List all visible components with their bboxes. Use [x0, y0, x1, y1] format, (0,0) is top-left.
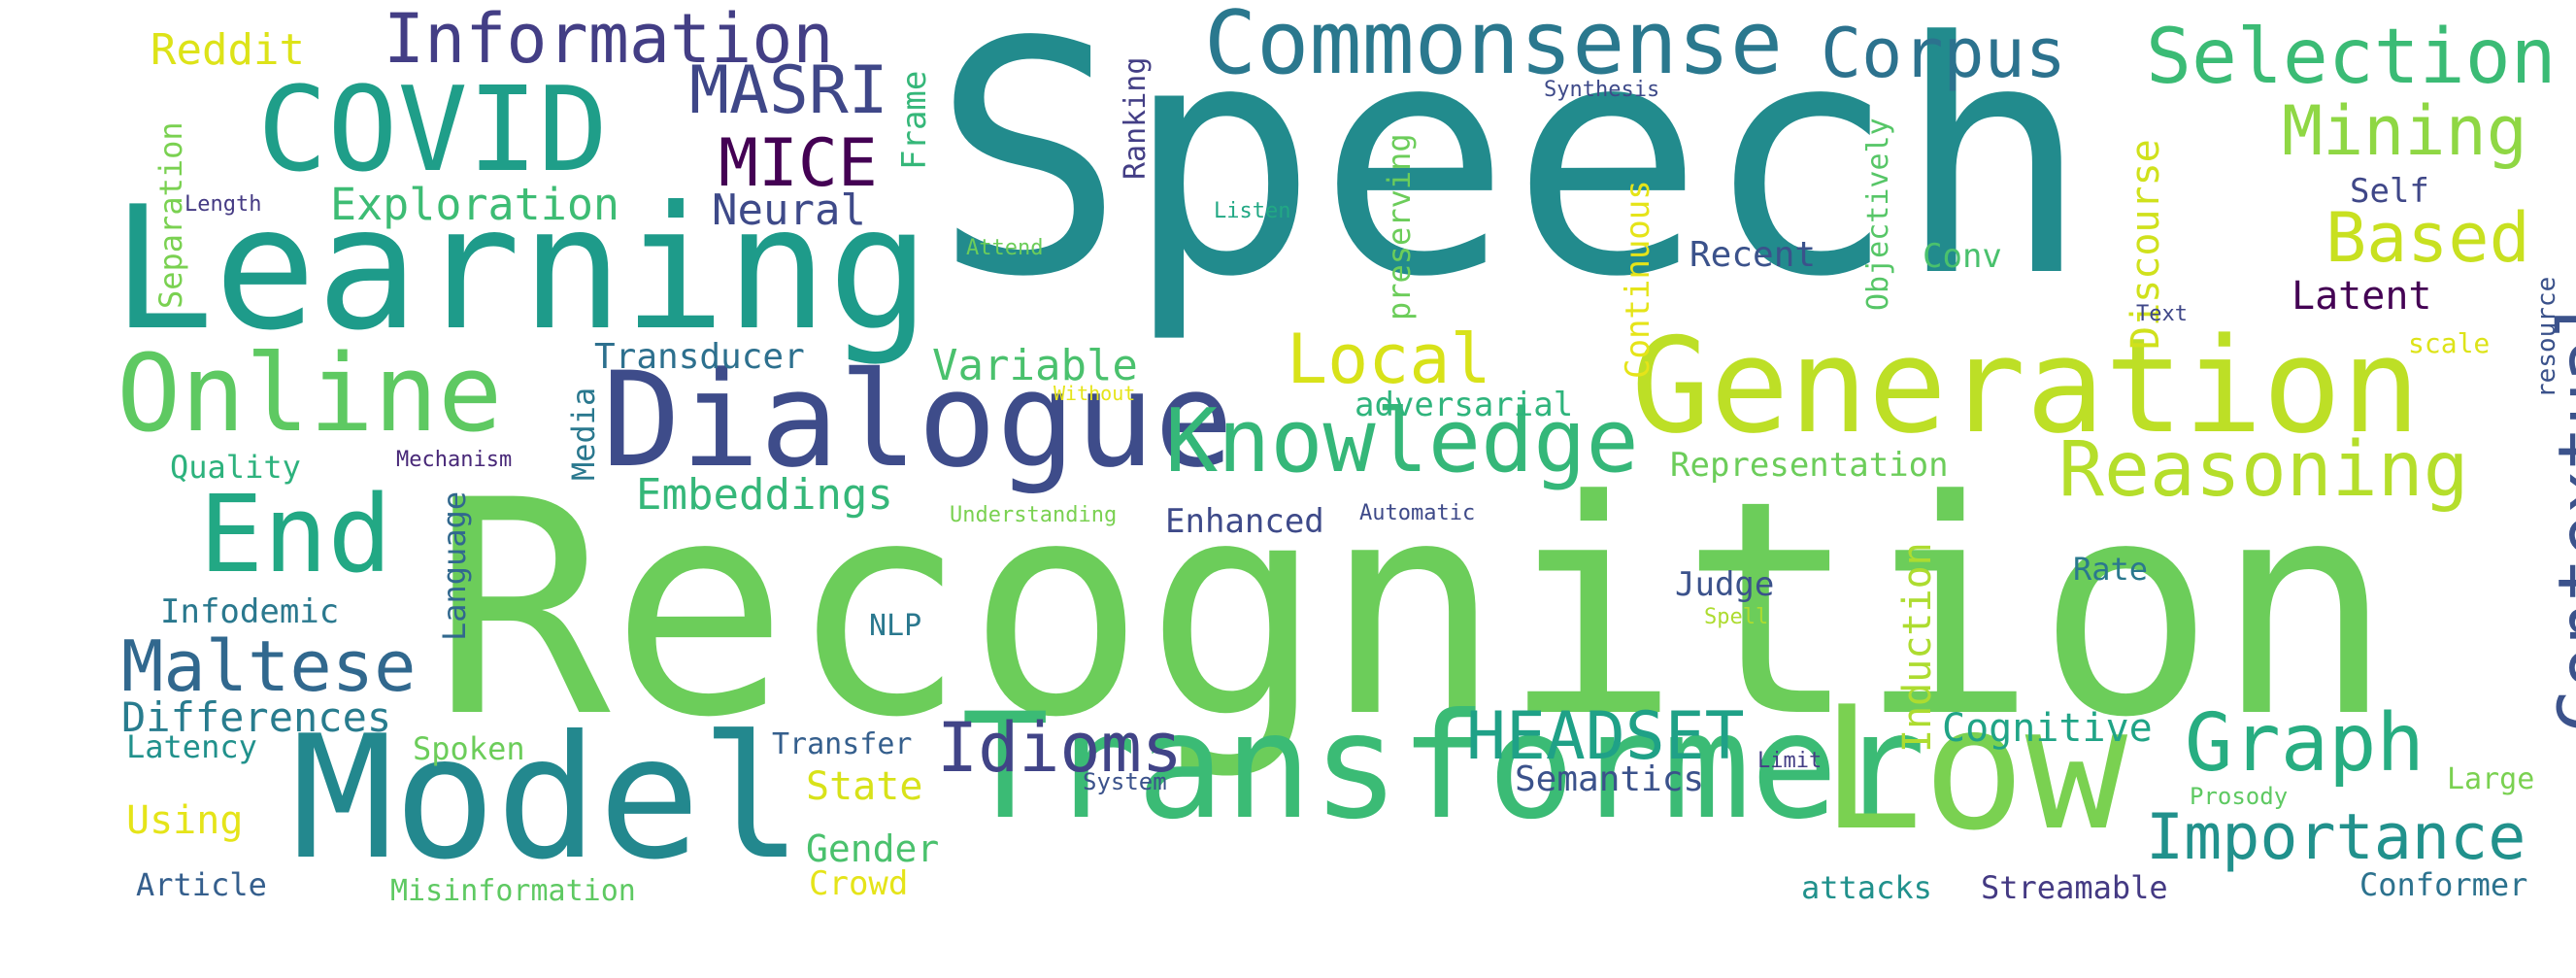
word-covid: COVID — [257, 63, 609, 198]
word-transformer: Transformer — [961, 683, 1926, 852]
word-ranking: Ranking — [1119, 56, 1153, 180]
word-language: Language — [436, 490, 473, 641]
word-importance: Importance — [2146, 801, 2526, 874]
word-gender: Gender — [806, 827, 940, 870]
word-enhanced: Enhanced — [1165, 502, 1324, 541]
word-article: Article — [136, 866, 267, 903]
word-preserving: preserving — [1381, 133, 1418, 320]
word-self: Self — [2350, 172, 2429, 211]
word-reasoning: Reasoning — [2058, 426, 2469, 514]
word-using: Using — [126, 798, 244, 843]
word-representation: Representation — [1670, 446, 1949, 485]
word-conformer: Conformer — [2359, 866, 2528, 903]
word-quality: Quality — [170, 449, 301, 486]
word-recognition: Recognition — [432, 437, 2393, 782]
word-masri: MASRI — [689, 52, 888, 129]
word-prosody: Prosody — [2190, 783, 2289, 810]
word-based: Based — [2325, 198, 2530, 278]
word-local: Local — [1287, 320, 1491, 399]
word-information: Information — [384, 0, 834, 79]
word-variable: Variable — [932, 341, 1138, 390]
word-large: Large — [2447, 762, 2535, 796]
word-spell: Spell — [1704, 605, 1769, 629]
word-understanding: Understanding — [950, 503, 1118, 527]
word-selection: Selection — [2146, 14, 2557, 101]
word-mining: Mining — [2282, 91, 2527, 171]
word-scale: scale — [2408, 327, 2491, 359]
word-dialogue: Dialogue — [602, 344, 1234, 496]
word-judge: Judge — [1675, 565, 1775, 604]
word-latent: Latent — [2292, 274, 2432, 319]
word-attend: Attend — [966, 236, 1044, 260]
word-corpus: Corpus — [1821, 14, 2066, 93]
word-reddit: Reddit — [151, 25, 305, 75]
word-system: System — [1083, 768, 1167, 795]
word-maltese: Maltese — [121, 625, 417, 707]
word-automatic: Automatic — [1359, 501, 1476, 525]
word-model: Model — [291, 700, 803, 897]
word-separation: Separation — [152, 121, 189, 309]
word-conv: Conv — [1923, 237, 2002, 276]
word-learning: Learning — [112, 171, 930, 368]
word-objectively: Objectively — [1861, 118, 1895, 311]
word-crowd: Crowd — [809, 864, 909, 903]
word-text: Text — [2136, 302, 2188, 326]
word-neural: Neural — [712, 185, 866, 235]
word-frame: Frame — [895, 70, 934, 170]
word-recent: Recent — [1689, 235, 1817, 275]
word-generation: Generation — [1631, 310, 2421, 462]
word-mice: MICE — [719, 125, 878, 202]
word-continuous: Continuous — [1619, 180, 1657, 379]
word-listen: Listen — [1214, 199, 1291, 223]
word-latency: Latency — [126, 728, 257, 765]
word-without: Without — [1054, 382, 1136, 405]
word-end: End — [199, 472, 392, 596]
word-graph: Graph — [2185, 697, 2425, 790]
word-cognitive: Cognitive — [1942, 706, 2153, 751]
word-resource: resource — [2532, 276, 2561, 398]
word-misinformation: Misinformation — [390, 874, 636, 908]
word-speech: Speech — [932, 0, 2091, 347]
word-state: State — [806, 764, 923, 809]
word-infodemic: Infodemic — [160, 592, 340, 631]
word-limit: Limit — [1757, 749, 1823, 773]
word-rate: Rate — [2073, 551, 2149, 588]
word-knowledge: Knowledge — [1165, 390, 1639, 492]
word-length: Length — [184, 192, 262, 217]
word-media: Media — [565, 387, 602, 481]
word-exploration: Exploration — [330, 179, 620, 230]
word-induction: Induction — [1895, 542, 1940, 753]
word-embeddings: Embeddings — [636, 470, 893, 520]
word-mechanism: Mechanism — [396, 448, 513, 472]
word-spoken: Spoken — [413, 730, 525, 767]
word-low: Low — [1821, 671, 2128, 868]
word-idioms: Idioms — [937, 708, 1183, 788]
word-headset: HEADSET — [1466, 698, 1745, 775]
word-semantics: Semantics — [1515, 759, 1705, 799]
word-streamable: Streamable — [1981, 869, 2168, 906]
word-online: Online — [117, 331, 503, 455]
word-attacks: attacks — [1801, 869, 1932, 906]
word-transducer: Transducer — [594, 337, 805, 377]
word-synthesis: Synthesis — [1544, 78, 1660, 102]
word-differences: Differences — [121, 693, 392, 741]
word-commonsense: Commonsense — [1204, 0, 1784, 94]
word-transfer: Transfer — [772, 727, 913, 761]
word-nlp: NLP — [869, 609, 922, 643]
word-adversarial: adversarial — [1355, 386, 1574, 424]
